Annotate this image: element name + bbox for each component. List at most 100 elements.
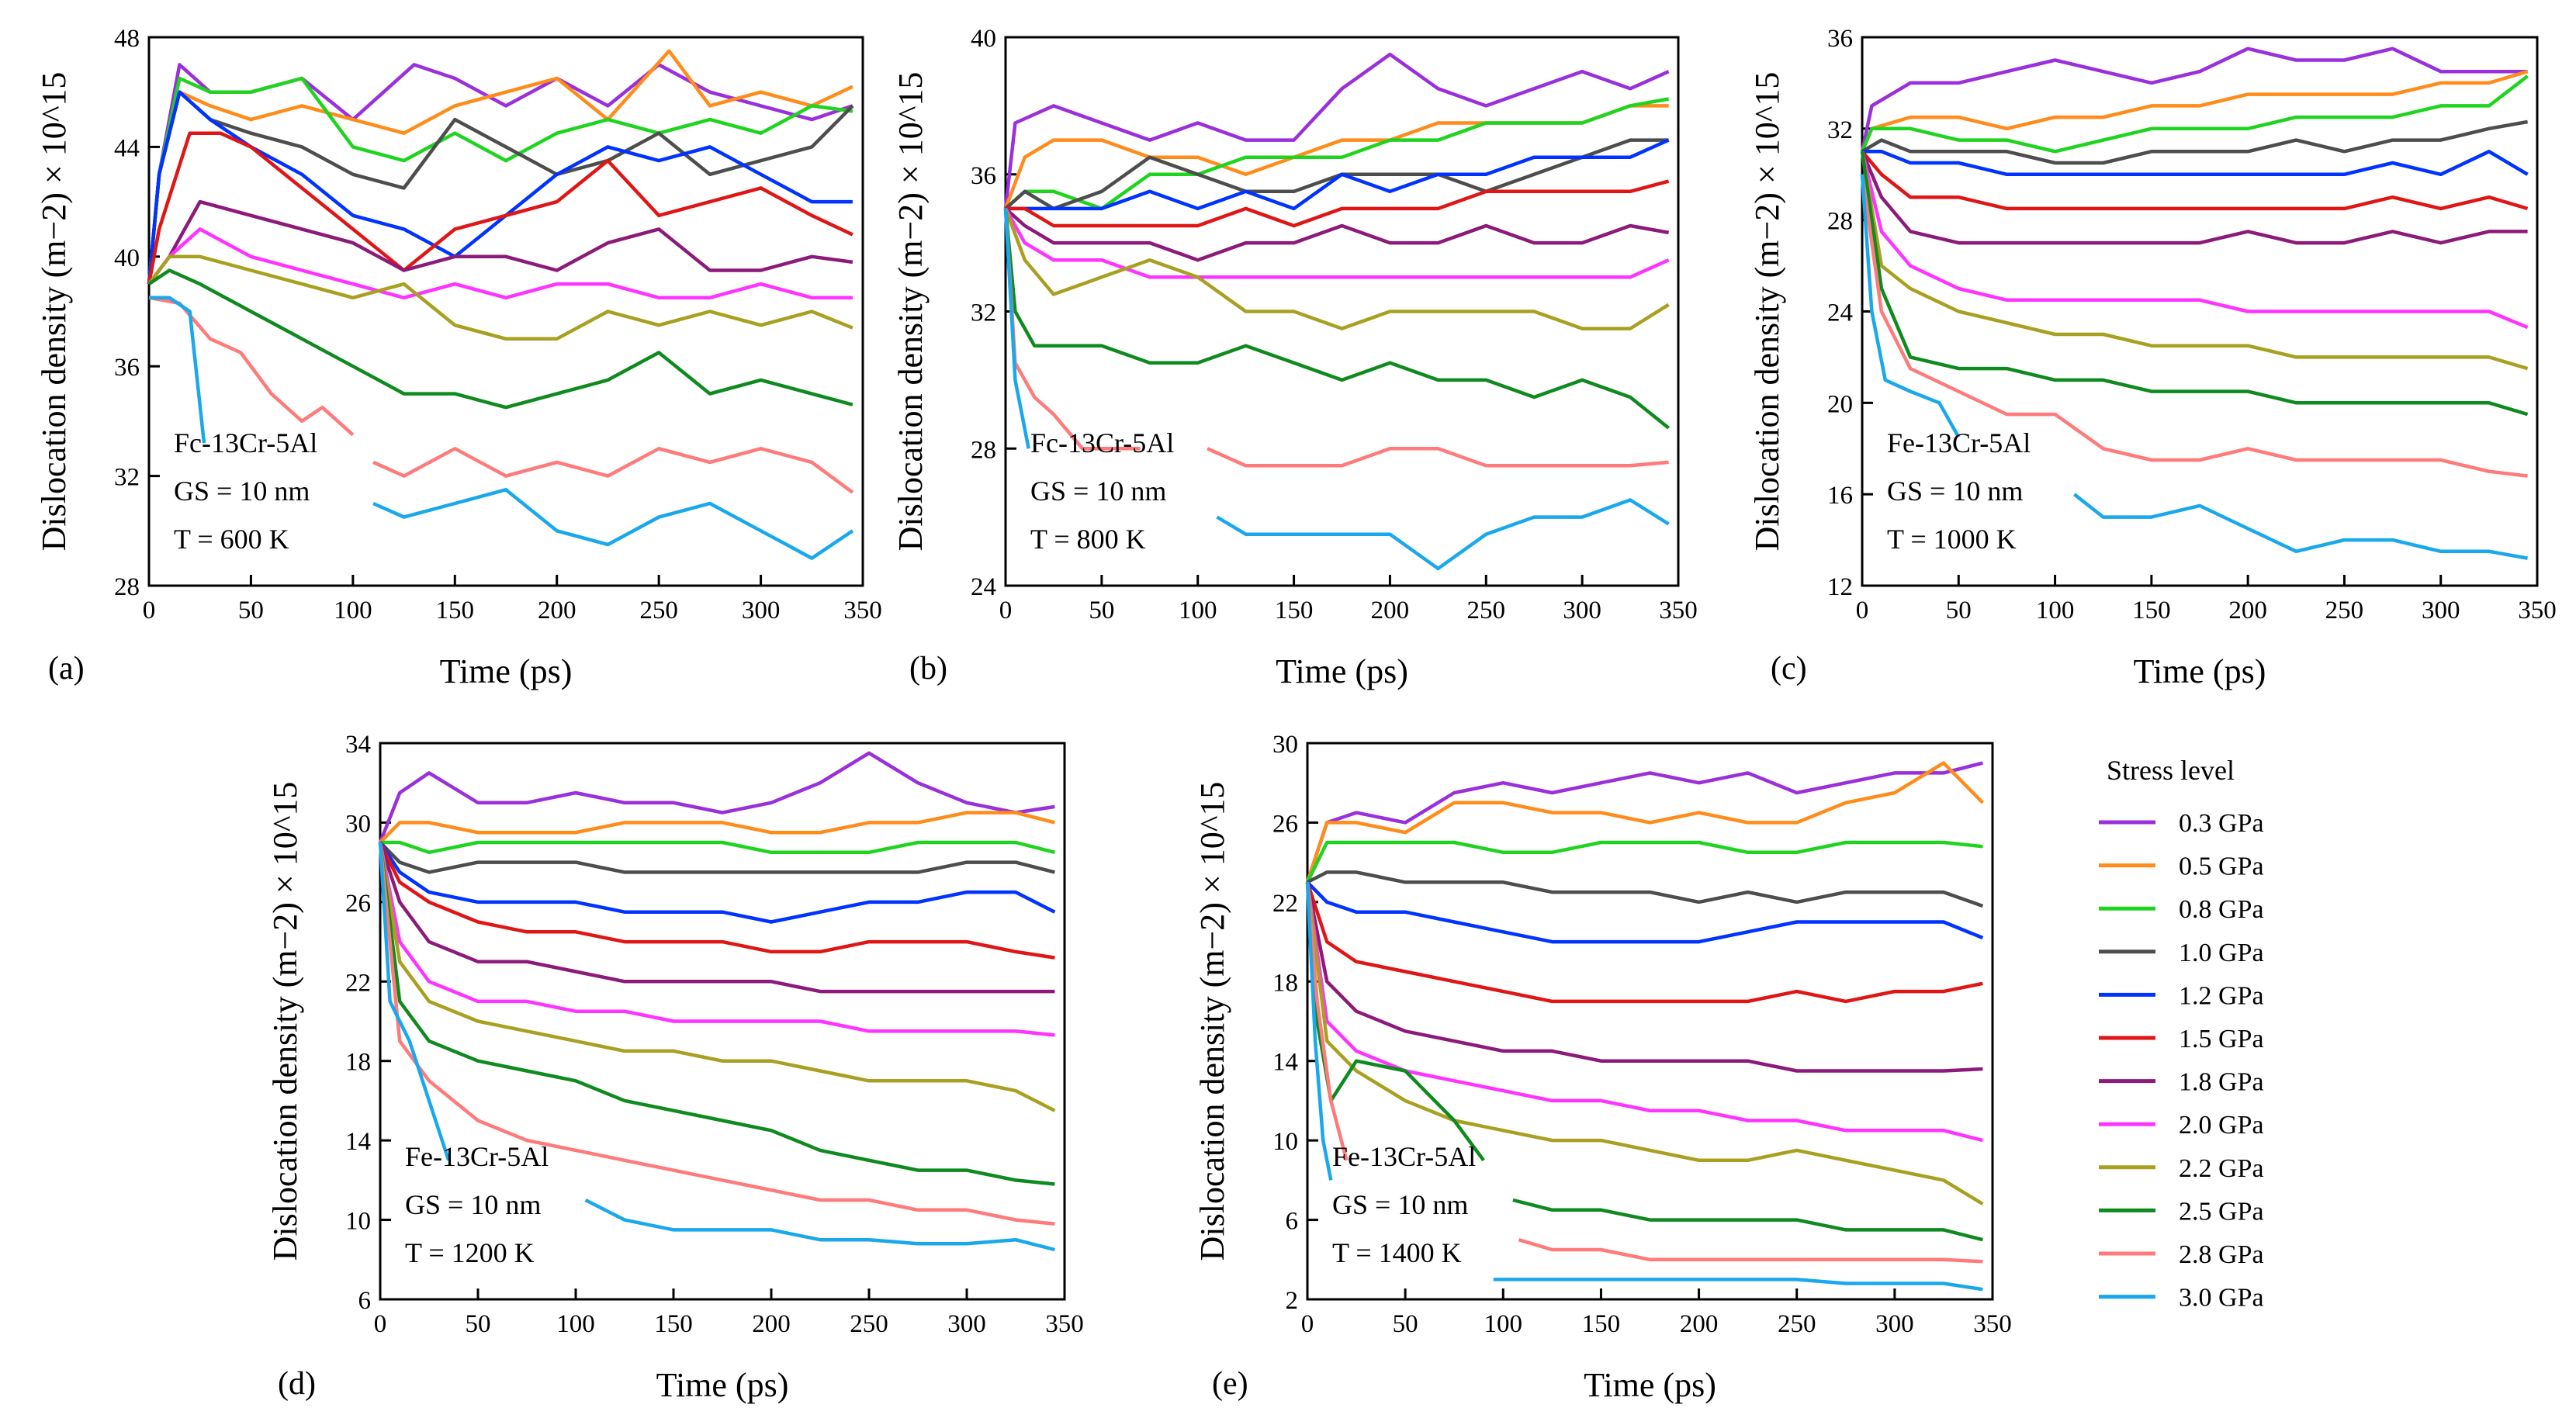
- series-line-2-5-gpa: [1512, 1198, 1983, 1242]
- y-tick-label: 14: [1272, 1049, 1298, 1077]
- y-tick-label: 14: [345, 1128, 371, 1156]
- x-tick-label: 300: [947, 1310, 986, 1338]
- series-line-2-2-gpa: [1003, 208, 1670, 330]
- y-tick-label: 32: [114, 464, 140, 492]
- y-tick-label: 10: [345, 1208, 371, 1236]
- series-line-0-3-gpa: [378, 751, 1055, 843]
- x-tick-label: 100: [1484, 1310, 1523, 1338]
- series-line-2-0-gpa: [378, 842, 1055, 1037]
- legend-label: 0.8 GPa: [2179, 895, 2264, 924]
- series-line-0-8-gpa: [380, 840, 1055, 855]
- series-line-0-8-gpa: [1305, 840, 1983, 884]
- y-tick-label: 36: [114, 354, 140, 382]
- x-tick-label: 50: [1946, 597, 1972, 624]
- annotation-line: GS = 10 nm: [1030, 476, 1166, 507]
- annotation-line: Fe-13Cr-5Al: [1887, 427, 2031, 458]
- y-tick-label: 32: [1827, 116, 1853, 144]
- plot-frame: [147, 36, 864, 587]
- series-line-0-3-gpa: [1305, 761, 1983, 884]
- series-line-0-8-gpa: [1860, 74, 2529, 154]
- y-tick-label: 28: [1827, 208, 1853, 236]
- series-line-2-8-gpa: [1518, 1238, 1983, 1264]
- panel-label: (e): [1212, 1366, 1248, 1402]
- y-tick-label: 22: [1272, 890, 1298, 918]
- y-tick-label: 32: [971, 299, 996, 327]
- x-tick-label: 300: [742, 597, 781, 624]
- y-tick-label: 36: [971, 162, 996, 190]
- y-tick-label: 44: [114, 134, 140, 162]
- x-axis-label: Time (ps): [2134, 652, 2266, 690]
- annotation-line: GS = 10 nm: [174, 476, 310, 507]
- series-line-1-2-gpa: [1006, 138, 1670, 211]
- series-line-2-8-gpa: [148, 296, 355, 437]
- x-tick-label: 250: [850, 1310, 888, 1338]
- panel-label: (b): [909, 651, 947, 687]
- legend-label: 1.2 GPa: [2179, 981, 2264, 1010]
- series-line-0-3-gpa: [1003, 52, 1670, 209]
- x-tick-label: 150: [436, 597, 475, 624]
- series-line-0-5-gpa: [1305, 761, 1985, 884]
- x-tick-label: 350: [1973, 1310, 2012, 1338]
- legend-label: 1.8 GPa: [2179, 1068, 2264, 1097]
- series-line-2-0-gpa: [1305, 881, 1983, 1143]
- series-line-3-0-gpa: [378, 842, 451, 1161]
- plot-frame: [379, 742, 1066, 1301]
- series-line-2-5-gpa: [147, 268, 853, 410]
- y-tick-label: 40: [971, 25, 996, 53]
- series-line-2-8-gpa: [1207, 447, 1669, 468]
- series-line-2-5-gpa: [1003, 208, 1671, 430]
- x-tick-label: 350: [843, 597, 882, 624]
- x-tick-label: 250: [1467, 597, 1506, 624]
- legend-label: 1.0 GPa: [2179, 939, 2264, 967]
- x-tick-label: 300: [2422, 597, 2460, 624]
- series-line-2-0-gpa: [147, 227, 853, 300]
- annotation-line: T = 1000 K: [1887, 524, 2017, 555]
- series-line-1-5-gpa: [1006, 179, 1670, 228]
- series-line-2-2-gpa: [147, 254, 853, 341]
- x-tick-label: 50: [1393, 1310, 1418, 1338]
- y-tick-label: 16: [1827, 482, 1853, 510]
- y-axis-label: Dislocation density (m−2) × 10^15: [892, 72, 930, 552]
- legend-label: 0.3 GPa: [2179, 809, 2264, 838]
- x-axis-label: Time (ps): [656, 1366, 789, 1404]
- series-line-2-2-gpa: [378, 842, 1056, 1112]
- legend-label: 2.8 GPa: [2179, 1240, 2264, 1269]
- series-line-3-0-gpa: [584, 1198, 1055, 1252]
- y-tick-label: 48: [114, 25, 140, 53]
- series-line-1-8-gpa: [1004, 207, 1669, 262]
- series-line-1-0-gpa: [1306, 870, 1984, 908]
- series-line-1-5-gpa: [1305, 881, 1983, 1004]
- series-line-3-0-gpa: [1493, 1278, 1983, 1292]
- legend: Stress level 0.3 GPa 0.5 GPa 0.8 GPa 1.0 GPa…: [2099, 755, 2264, 1313]
- annotation-line: GS = 10 nm: [405, 1189, 541, 1220]
- series-line-1-5-gpa: [1861, 150, 2529, 211]
- x-tick-label: 100: [334, 597, 372, 624]
- series-line-0-3-gpa: [147, 63, 853, 285]
- y-tick-label: 28: [971, 436, 996, 464]
- legend-label: 1.5 GPa: [2179, 1025, 2264, 1053]
- y-tick-label: 6: [358, 1287, 372, 1315]
- x-axis-label: Time (ps): [1584, 1366, 1716, 1404]
- x-tick-label: 150: [654, 1310, 693, 1338]
- annotation-line: GS = 10 nm: [1332, 1189, 1468, 1220]
- series-line-2-0-gpa: [1004, 207, 1670, 279]
- series-line-3-0-gpa: [1216, 498, 1670, 571]
- panel-c: 0 50 100 150 200 250 300 350 12 16 20 24 28 32 36 Time …: [1748, 25, 2557, 690]
- y-tick-label: 36: [1827, 25, 1853, 53]
- series-line-2-5-gpa: [378, 842, 1055, 1186]
- x-axis-label: Time (ps): [440, 652, 573, 690]
- y-tick-label: 30: [1272, 731, 1298, 759]
- annotation-line: Fe-13Cr-5Al: [405, 1141, 549, 1172]
- x-tick-label: 300: [1563, 597, 1601, 624]
- series-line-1-5-gpa: [378, 842, 1055, 960]
- series-line-2-5-gpa: [1305, 882, 1485, 1162]
- x-tick-label: 50: [466, 1310, 491, 1338]
- y-tick-label: 18: [1272, 969, 1298, 997]
- y-tick-label: 30: [345, 810, 371, 838]
- series-line-1-0-gpa: [379, 841, 1055, 874]
- panel-label: (a): [48, 651, 85, 687]
- panel-b: 0 50 100 150 200 250 300 350 24 28 32 36 40 Time (ps)…: [892, 25, 1698, 690]
- x-tick-label: 200: [2228, 597, 2267, 624]
- y-tick-label: 40: [114, 244, 140, 272]
